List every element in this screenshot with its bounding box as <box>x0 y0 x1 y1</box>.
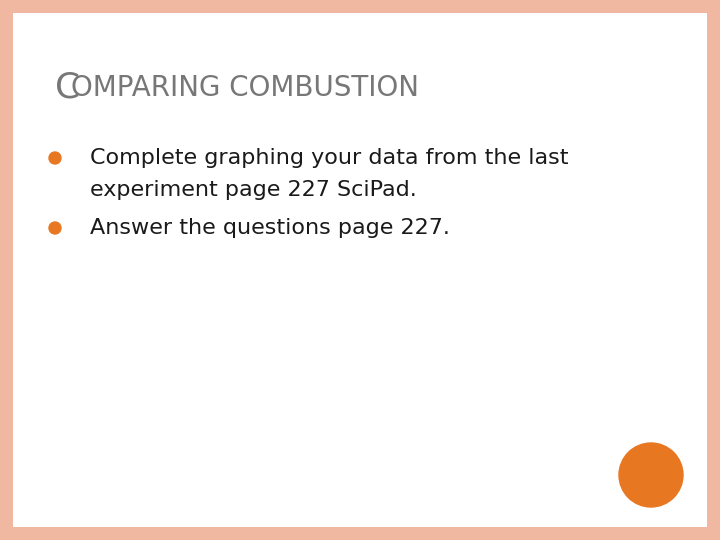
Text: C: C <box>55 70 80 104</box>
Text: OMPARING COMBUSTION: OMPARING COMBUSTION <box>71 74 419 102</box>
Text: Complete graphing your data from the last: Complete graphing your data from the las… <box>90 148 569 168</box>
Circle shape <box>619 443 683 507</box>
Text: Answer the questions page 227.: Answer the questions page 227. <box>90 218 450 238</box>
Circle shape <box>49 152 61 164</box>
FancyBboxPatch shape <box>13 13 707 527</box>
Text: experiment page 227 SciPad.: experiment page 227 SciPad. <box>90 180 417 200</box>
Circle shape <box>49 222 61 234</box>
